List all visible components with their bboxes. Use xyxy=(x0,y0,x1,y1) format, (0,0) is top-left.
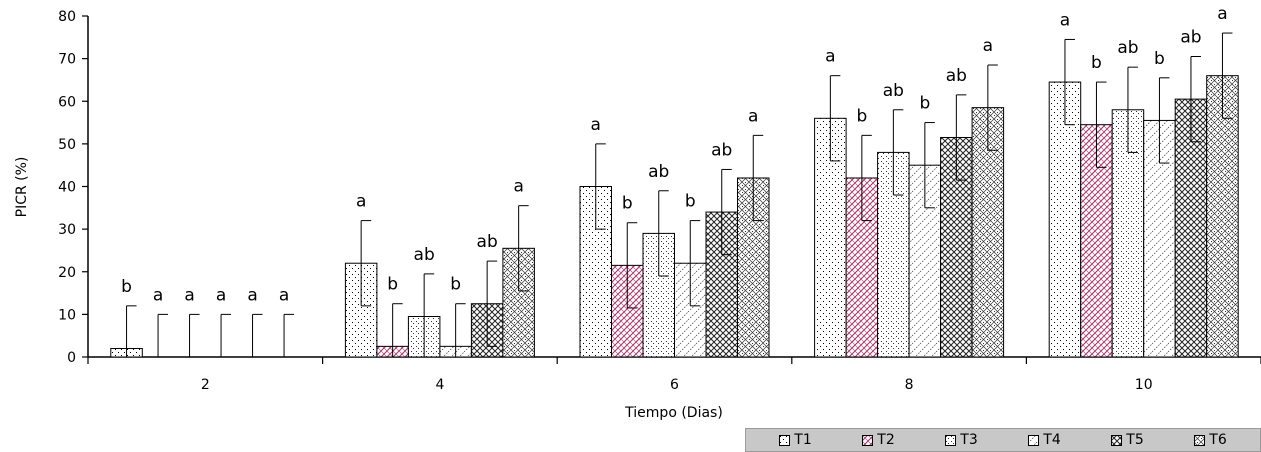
legend-swatch-t2 xyxy=(862,434,874,446)
legend-item-t3: T3 xyxy=(945,432,978,448)
significance-label: ab xyxy=(648,162,669,182)
significance-label: a xyxy=(748,106,758,126)
significance-label: ab xyxy=(883,81,904,101)
y-axis-title: PICR (%) xyxy=(14,157,30,218)
significance-label: a xyxy=(1060,10,1070,30)
legend-label-t1: T1 xyxy=(794,432,812,448)
legend-label-t4: T4 xyxy=(1043,432,1061,448)
y-tick-label: 0 xyxy=(67,350,76,366)
legend-label-t2: T2 xyxy=(877,432,895,448)
legend-label-t3: T3 xyxy=(960,432,978,448)
legend-item-t1: T1 xyxy=(779,432,812,448)
legend-label-t5: T5 xyxy=(1126,432,1144,448)
y-tick-label: 70 xyxy=(58,52,76,68)
significance-label: a xyxy=(279,285,289,305)
significance-label: b xyxy=(622,194,633,214)
significance-label: a xyxy=(216,285,226,305)
significance-label: b xyxy=(856,106,867,126)
y-tick-label: 50 xyxy=(58,137,76,153)
significance-label: a xyxy=(184,285,194,305)
x-tick-label: 10 xyxy=(1135,377,1153,393)
significance-label: a xyxy=(356,192,366,212)
significance-label: b xyxy=(121,277,132,297)
legend-label-t6: T6 xyxy=(1209,432,1227,448)
significance-label: b xyxy=(685,192,696,212)
x-tick-label: 4 xyxy=(435,377,444,393)
y-tick-label: 10 xyxy=(58,307,76,323)
x-tick-label: 8 xyxy=(905,377,914,393)
y-tick-label: 30 xyxy=(58,222,76,238)
significance-label: a xyxy=(153,285,163,305)
legend-swatch-t3 xyxy=(945,434,957,446)
bar-chart: PICR (%) Tiempo (Dias) 0 10 20 30 40 50 60 70 80… xyxy=(14,4,1261,421)
significance-label: a xyxy=(591,115,601,135)
x-tick-label: 6 xyxy=(670,377,679,393)
significance-label: a xyxy=(513,177,523,197)
legend-swatch-t5 xyxy=(1111,434,1123,446)
legend-item-t4: T4 xyxy=(1028,432,1061,448)
legend-item-t5: T5 xyxy=(1111,432,1144,448)
significance-label: ab xyxy=(711,140,732,160)
legend-swatch-t4 xyxy=(1028,434,1040,446)
significance-label: b xyxy=(387,275,398,295)
bar-t1 xyxy=(1048,81,1082,358)
legend-swatch-t6 xyxy=(1194,434,1206,446)
significance-label: a xyxy=(825,47,835,67)
x-tick-label: 2 xyxy=(201,377,210,393)
significance-label: a xyxy=(247,285,257,305)
bar-t6 xyxy=(1206,75,1239,358)
y-tick-label: 80 xyxy=(58,9,76,25)
significance-label: a xyxy=(1217,4,1227,24)
significance-label: b xyxy=(450,275,461,295)
significance-label: b xyxy=(1154,49,1165,69)
significance-label: ab xyxy=(477,232,498,252)
significance-label: b xyxy=(919,94,930,114)
legend-item-t6: T6 xyxy=(1194,432,1227,448)
significance-label: ab xyxy=(1117,38,1138,58)
y-tick-label: 40 xyxy=(58,180,76,196)
significance-label: ab xyxy=(1180,27,1201,47)
significance-label: b xyxy=(1091,53,1102,73)
y-tick-label: 20 xyxy=(58,265,76,281)
legend-item-t2: T2 xyxy=(862,432,895,448)
legend: T1 T2 T3 T4 T5 T6 xyxy=(745,428,1261,452)
significance-label: ab xyxy=(414,245,435,265)
x-axis-title: Tiempo (Dias) xyxy=(624,405,723,421)
significance-label: ab xyxy=(946,66,967,86)
legend-swatch-t1 xyxy=(779,434,791,446)
y-tick-label: 60 xyxy=(58,94,76,110)
significance-label: a xyxy=(983,36,993,56)
